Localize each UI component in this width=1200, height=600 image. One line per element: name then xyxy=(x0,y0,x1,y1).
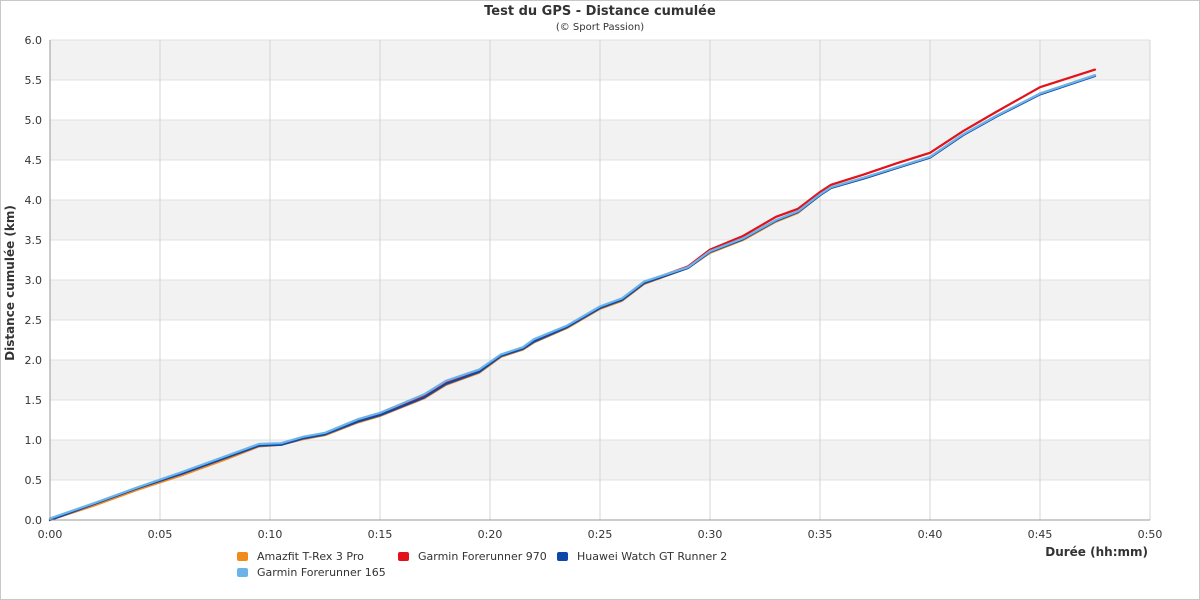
legend-label: Amazfit T-Rex 3 Pro xyxy=(257,550,364,563)
y-tick-label: 0.5 xyxy=(25,474,43,487)
x-tick-label: 0:05 xyxy=(148,528,173,541)
series-line-garmin-forerunner-165 xyxy=(48,74,1097,520)
legend-label: Huawei Watch GT Runner 2 xyxy=(577,550,727,563)
y-tick-label: 0.0 xyxy=(25,514,43,527)
y-tick-label: 1.0 xyxy=(25,434,43,447)
axes xyxy=(49,40,1150,521)
legend-swatch xyxy=(237,568,248,577)
x-tick-label: 0:20 xyxy=(478,528,503,541)
chart-subtitle: (© Sport Passion) xyxy=(556,22,644,33)
x-tick-label: 0:00 xyxy=(38,528,63,541)
x-tick-label: 0:40 xyxy=(918,528,943,541)
x-tick-label: 0:25 xyxy=(588,528,613,541)
y-tick-label: 3.5 xyxy=(25,234,43,247)
x-tick-label: 0:45 xyxy=(1028,528,1053,541)
legend-swatch xyxy=(237,552,248,561)
x-tick-label: 0:30 xyxy=(698,528,723,541)
tick-labels: 0:00 0:05 0:10 0:15 0:20 0:25 0:30 0:35 0:40 0:45… xyxy=(25,34,1163,541)
y-tick-label: 2.0 xyxy=(25,354,43,367)
series-lines xyxy=(48,68,1097,522)
y-tick-label: 5.5 xyxy=(25,74,43,87)
y-tick-label: 2.5 xyxy=(25,314,43,327)
y-tick-label: 5.0 xyxy=(25,114,43,127)
x-tick-label: 0:10 xyxy=(258,528,283,541)
x-tick-label: 0:50 xyxy=(1138,528,1163,541)
y-tick-label: 4.5 xyxy=(25,154,43,167)
y-tick-label: 1.5 xyxy=(25,394,43,407)
x-axis-label: Durée (hh:mm) xyxy=(1045,545,1148,559)
x-tick-label: 0:35 xyxy=(808,528,833,541)
legend-label: Garmin Forerunner 970 xyxy=(418,550,547,563)
legend-swatch xyxy=(557,552,568,561)
y-axis-label: Distance cumulée (km) xyxy=(3,205,17,361)
legend-swatch xyxy=(398,552,409,561)
chart-title: Test du GPS - Distance cumulée xyxy=(484,4,716,19)
legend-label: Garmin Forerunner 165 xyxy=(257,566,386,579)
x-tick-label: 0:15 xyxy=(368,528,393,541)
y-tick-label: 6.0 xyxy=(25,34,43,47)
y-tick-label: 3.0 xyxy=(25,274,43,287)
legend: Amazfit T-Rex 3 Pro Garmin Forerunner 970… xyxy=(237,550,727,579)
y-tick-label: 4.0 xyxy=(25,194,43,207)
